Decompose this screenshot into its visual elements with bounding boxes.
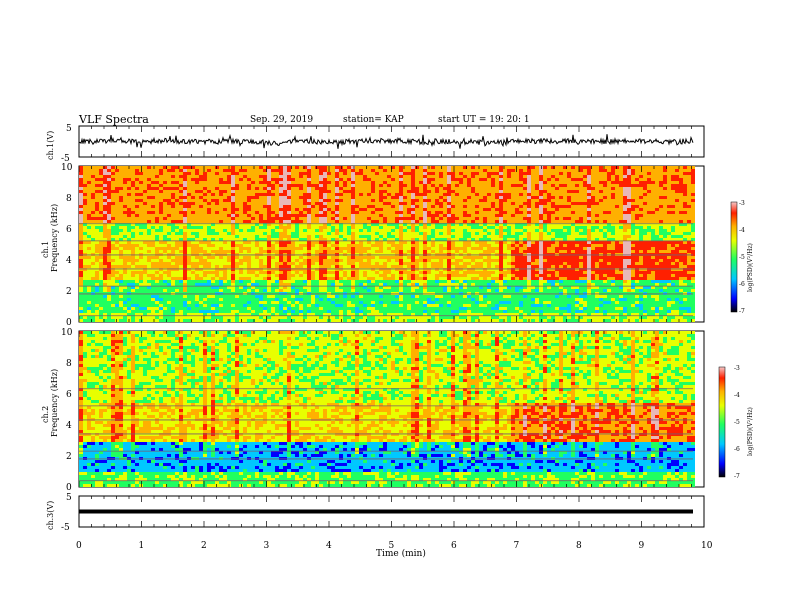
ch1-waveform-line xyxy=(78,133,694,149)
time-tick-label: 1 xyxy=(139,541,145,551)
ch2-cbar-label: log(PSD)(V²/Hz) xyxy=(747,407,754,456)
ch1-ytick-top: 5 xyxy=(66,124,72,134)
ch1-freq-ylabel: Frequency (kHz) xyxy=(50,204,59,272)
time-axis-label: Time (min) xyxy=(376,548,426,559)
ch2-freq-ylabel-top: ch.2 xyxy=(41,406,50,423)
ch1-freq-ylabel-top: ch.1 xyxy=(41,241,50,258)
time-tick-label: 4 xyxy=(326,541,332,551)
ch3-ytick-bottom: -5 xyxy=(61,523,70,533)
figure-date: Sep. 29, 2019 xyxy=(250,115,313,125)
ch1-cbar-tick-m4: -4 xyxy=(739,227,745,234)
figure-title: VLF Spectra xyxy=(78,113,149,126)
time-tick-label: 5 xyxy=(389,541,395,551)
ch1-cbar-tick-m5: -5 xyxy=(739,254,745,261)
ch2-freq-tick-4: 4 xyxy=(66,421,72,431)
ch2-freq-tick-0: 0 xyxy=(66,483,72,493)
ch2-cbar-tick-m5: -5 xyxy=(734,419,740,426)
ch1-freq-tick-10: 10 xyxy=(61,163,73,173)
time-axis-tick-labels: 0 1 2 3 4 5 6 7 8 9 10 xyxy=(76,541,713,551)
ch1-ytick-bottom: -5 xyxy=(61,154,70,164)
ch3-ylabel: ch.3(V) xyxy=(46,501,55,530)
ch2-colorbar xyxy=(718,366,726,478)
ch1-cbar-tick-m7: -7 xyxy=(739,308,745,315)
ch1-waveform-panel: 5 -5 ch.1(V) xyxy=(46,124,705,164)
ch1-freq-tick-8: 8 xyxy=(66,194,72,204)
ch2-spectrogram-image xyxy=(79,331,695,487)
time-tick-label: 0 xyxy=(76,541,82,551)
ch2-cbar-tick-m4: -4 xyxy=(734,392,740,399)
ch1-colorbar xyxy=(730,201,738,313)
ch2-freq-tick-10: 10 xyxy=(61,328,73,338)
ch2-cbar-tick-m6: -6 xyxy=(734,446,740,453)
figure-start-time: start UT = 19: 20: 1 xyxy=(438,115,530,125)
time-tick-label: 3 xyxy=(264,541,270,551)
ch1-cbar-tick-m3: -3 xyxy=(739,200,745,207)
ch1-freq-tick-0: 0 xyxy=(66,318,72,328)
ch1-ylabel: ch.1(V) xyxy=(46,131,55,160)
time-tick-label: 7 xyxy=(514,541,520,551)
ch2-cbar-tick-m3: -3 xyxy=(734,365,740,372)
ch1-freq-tick-2: 2 xyxy=(66,287,72,297)
ch1-cbar-tick-m6: -6 xyxy=(739,281,745,288)
ch2-freq-tick-2: 2 xyxy=(66,452,72,462)
time-tick-label: 2 xyxy=(201,541,207,551)
ch1-yticks: 0 2 4 6 8 10 xyxy=(61,163,73,328)
ch2-cbar-tick-m7: -7 xyxy=(734,473,740,480)
ch3-waveform-panel: 5 -5 ch.3(V) xyxy=(46,493,705,533)
ch1-freq-tick-4: 4 xyxy=(66,256,72,266)
time-tick-label: 10 xyxy=(701,541,713,551)
ch2-yticks: 0 2 4 6 8 10 xyxy=(61,328,73,493)
ch1-freq-tick-6: 6 xyxy=(66,225,72,235)
time-tick-label: 6 xyxy=(451,541,457,551)
ch2-freq-ylabel: Frequency (kHz) xyxy=(50,369,59,437)
time-tick-label: 8 xyxy=(576,541,582,551)
time-axis-ticks xyxy=(78,126,705,527)
ch3-ytick-top: 5 xyxy=(66,493,72,503)
time-tick-label: 9 xyxy=(639,541,645,551)
ch1-spectrogram-image xyxy=(79,166,695,322)
ch2-spectrogram-panel: 0 2 4 6 8 10 ch.2 Frequency (kHz) -3 -4 … xyxy=(41,328,754,493)
ch2-freq-tick-6: 6 xyxy=(66,390,72,400)
ch2-freq-tick-8: 8 xyxy=(66,359,72,369)
figure-station: station= KAP xyxy=(343,115,404,125)
ch1-spectrogram-panel: 0 2 4 6 8 10 ch.1 Frequency (kHz) -3 -4 … xyxy=(41,163,754,328)
ch1-cbar-label: log(PSD)(V²/Hz) xyxy=(747,243,754,292)
